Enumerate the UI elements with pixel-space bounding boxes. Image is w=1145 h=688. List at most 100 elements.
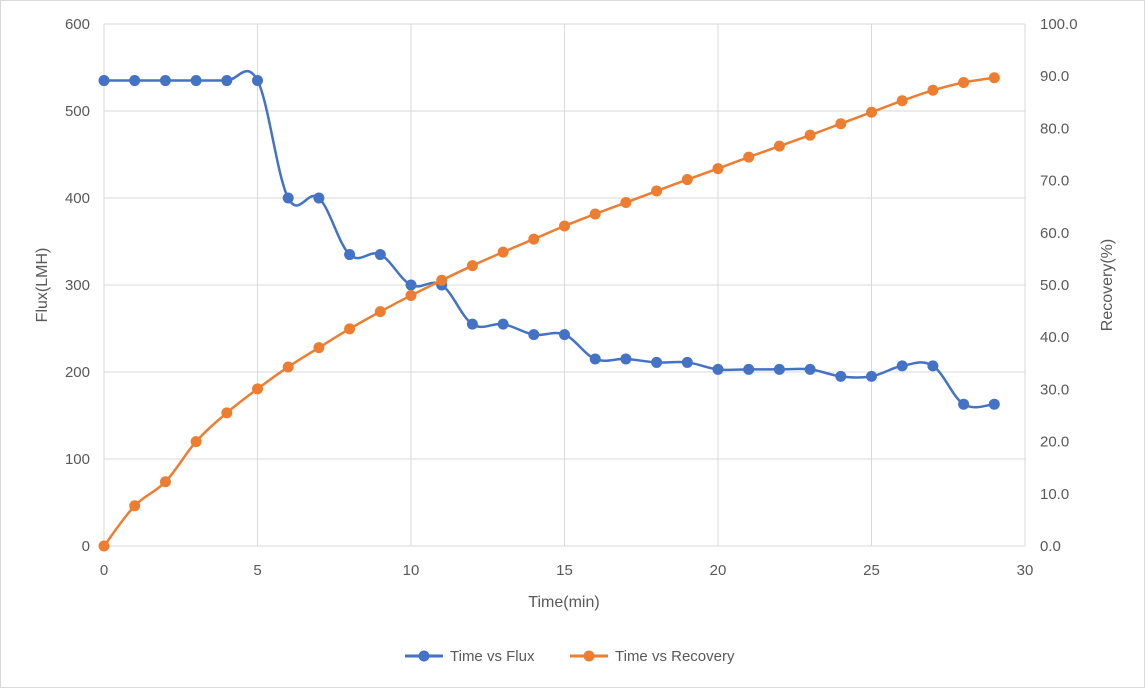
y-right-tick-label: 40.0: [1040, 329, 1069, 346]
data-point-recovery: [374, 306, 386, 318]
y-right-tick-label: 0.0: [1040, 538, 1061, 555]
x-tick-label: 15: [556, 562, 573, 579]
data-point-flux: [804, 363, 816, 375]
x-tick-label: 30: [1017, 562, 1034, 579]
y-right-axis-ticks: 0.0 10.0 20.0 30.0 40.0 50.0 60.0 70.0 80.0 90.0 1…: [1040, 16, 1078, 555]
data-point-recovery: [252, 383, 263, 395]
y-left-tick-label: 300: [65, 277, 90, 294]
data-point-recovery: [159, 476, 171, 488]
data-point-flux: [221, 75, 233, 87]
data-point-flux: [313, 192, 325, 204]
data-point-recovery: [559, 220, 570, 232]
series-layer: [98, 70, 1000, 552]
data-point-recovery: [681, 174, 693, 186]
x-tick-label: 5: [253, 562, 261, 579]
data-point-flux: [896, 360, 908, 372]
data-point-flux: [589, 353, 601, 365]
data-point-recovery: [466, 260, 478, 272]
data-point-flux: [835, 370, 847, 382]
x-axis-title: Time(min): [528, 594, 599, 611]
data-point-flux: [988, 398, 1000, 410]
legend-recovery-marker: [583, 650, 595, 662]
data-point-flux: [958, 398, 970, 410]
data-point-recovery: [743, 151, 755, 163]
y-right-axis-title: Recovery(%): [1099, 239, 1116, 331]
data-point-recovery: [528, 233, 540, 245]
data-point-flux: [252, 75, 263, 87]
data-point-flux: [866, 370, 877, 382]
data-point-flux: [651, 356, 663, 368]
data-point-flux: [405, 279, 417, 291]
data-point-flux: [98, 75, 110, 87]
legend-flux-marker: [418, 650, 430, 662]
data-point-recovery: [405, 289, 417, 301]
y-right-tick-label: 80.0: [1040, 120, 1069, 137]
y-right-tick-label: 30.0: [1040, 381, 1069, 398]
data-point-recovery: [773, 140, 785, 152]
data-point-recovery: [129, 500, 141, 512]
data-point-flux: [712, 363, 724, 375]
data-point-flux: [681, 356, 693, 368]
x-tick-label: 25: [863, 562, 880, 579]
data-point-flux: [159, 75, 171, 87]
data-point-flux: [743, 363, 755, 375]
data-point-flux: [528, 329, 540, 341]
y-right-tick-label: 70.0: [1040, 173, 1069, 190]
data-point-recovery: [344, 323, 356, 335]
data-point-recovery: [190, 436, 202, 448]
x-tick-label: 0: [100, 562, 108, 579]
data-point-recovery: [927, 84, 939, 96]
data-point-recovery: [497, 246, 509, 258]
y-left-axis-title: Flux(LMH): [34, 248, 51, 323]
legend-recovery-label: Time vs Recovery: [615, 648, 735, 665]
y-left-tick-label: 200: [65, 364, 90, 381]
y-right-tick-label: 50.0: [1040, 277, 1069, 294]
data-point-recovery: [620, 197, 632, 209]
data-point-recovery: [589, 208, 601, 220]
data-point-recovery: [313, 342, 325, 354]
data-point-recovery: [896, 95, 908, 107]
data-point-recovery: [98, 540, 110, 552]
y-right-tick-label: 10.0: [1040, 486, 1069, 503]
y-left-tick-label: 600: [65, 16, 90, 33]
data-point-flux: [129, 75, 141, 87]
data-point-flux: [374, 249, 386, 261]
y-right-tick-label: 90.0: [1040, 68, 1069, 85]
data-point-flux: [620, 353, 632, 365]
data-point-recovery: [835, 118, 847, 130]
data-point-recovery: [651, 185, 663, 197]
y-left-tick-label: 100: [65, 451, 90, 468]
y-left-tick-label: 0: [82, 538, 90, 555]
y-right-tick-label: 60.0: [1040, 225, 1069, 242]
data-point-recovery: [436, 274, 448, 286]
data-point-flux: [773, 363, 785, 375]
data-point-flux: [190, 75, 202, 87]
data-point-recovery: [282, 361, 294, 373]
y-right-tick-label: 20.0: [1040, 434, 1069, 451]
series-flux: [98, 70, 1000, 410]
y-left-tick-label: 400: [65, 190, 90, 207]
legend: Time vs Flux Time vs Recovery: [405, 648, 735, 665]
data-point-flux: [282, 192, 294, 204]
gridlines: [103, 23, 1026, 547]
data-point-recovery: [221, 407, 233, 419]
data-point-flux: [559, 329, 570, 341]
x-axis-ticks: 0 5 10 15 20 25 30: [100, 562, 1034, 579]
x-tick-label: 20: [710, 562, 727, 579]
legend-flux-label: Time vs Flux: [450, 648, 535, 665]
y-left-axis-ticks: 0 100 200 300 400 500 600: [65, 16, 90, 555]
data-point-flux: [466, 318, 478, 330]
data-point-flux: [927, 360, 939, 372]
data-point-flux: [344, 249, 356, 261]
y-left-tick-label: 500: [65, 103, 90, 120]
data-point-recovery: [988, 72, 1000, 84]
x-tick-label: 10: [403, 562, 420, 579]
data-point-recovery: [804, 129, 816, 141]
data-point-recovery: [958, 76, 970, 88]
y-right-tick-label: 100.0: [1040, 16, 1078, 33]
data-point-flux: [497, 318, 509, 330]
data-point-recovery: [866, 106, 877, 118]
